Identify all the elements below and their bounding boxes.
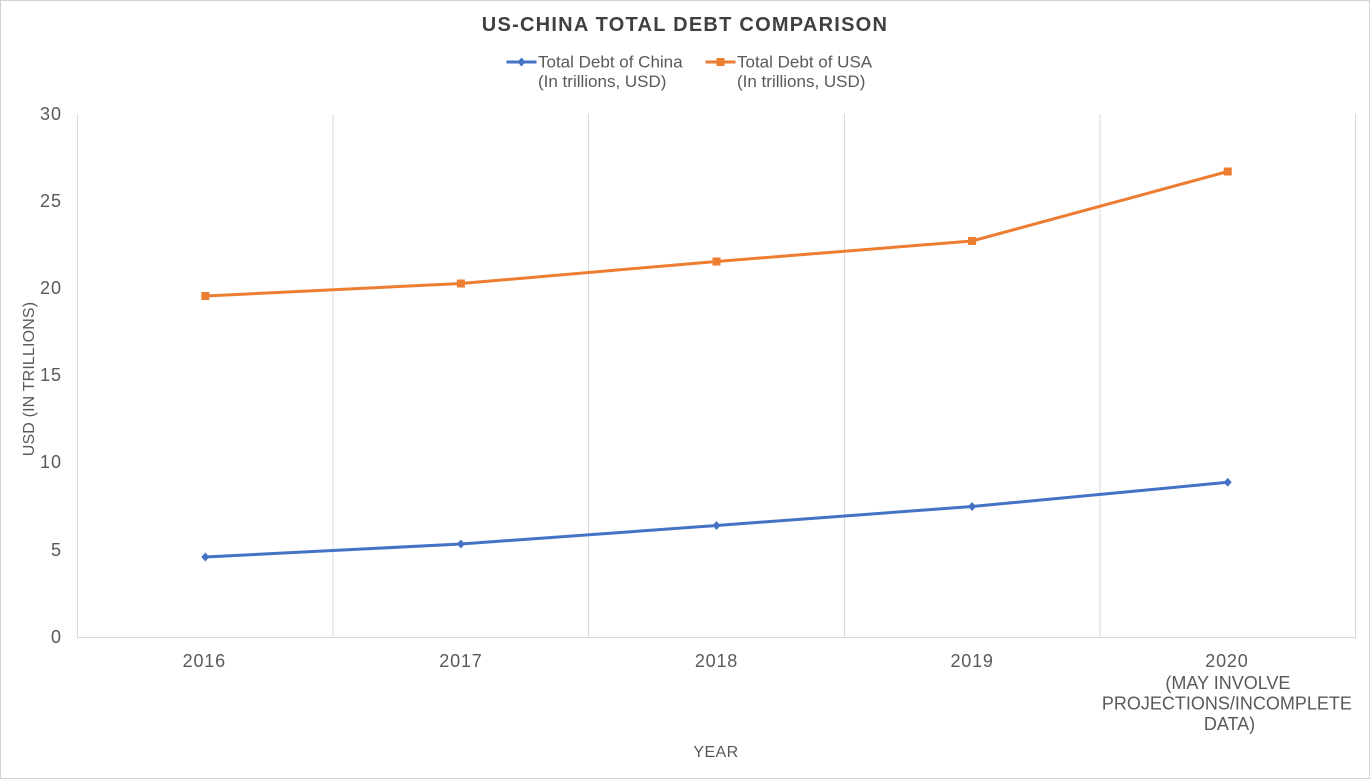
- svg-text:2020: 2020: [1205, 651, 1248, 671]
- svg-text:PROJECTIONS/INCOMPLETE: PROJECTIONS/INCOMPLETE: [1102, 694, 1352, 714]
- svg-text:YEAR: YEAR: [693, 744, 738, 761]
- svg-text:2016: 2016: [183, 651, 226, 671]
- svg-text:15: 15: [40, 365, 62, 385]
- svg-text:25: 25: [40, 191, 62, 211]
- svg-text:(MAY INVOLVE: (MAY INVOLVE: [1165, 673, 1290, 693]
- svg-text:2017: 2017: [439, 651, 482, 671]
- svg-text:Total Debt of USA: Total Debt of USA: [737, 53, 873, 72]
- svg-text:0: 0: [51, 627, 62, 647]
- svg-text:(In trillions, USD): (In trillions, USD): [737, 72, 865, 91]
- svg-text:DATA): DATA): [1204, 714, 1255, 734]
- svg-text:US-CHINA TOTAL DEBT COMPARISON: US-CHINA TOTAL DEBT COMPARISON: [482, 14, 888, 36]
- svg-text:20: 20: [40, 278, 62, 298]
- svg-text:2018: 2018: [695, 651, 738, 671]
- svg-text:2019: 2019: [950, 651, 993, 671]
- svg-text:5: 5: [51, 540, 62, 560]
- svg-text:(In trillions, USD): (In trillions, USD): [538, 72, 666, 91]
- svg-text:USD (IN TRILLIONS): USD (IN TRILLIONS): [21, 302, 38, 456]
- svg-text:Total Debt of China: Total Debt of China: [538, 53, 683, 72]
- svg-text:10: 10: [40, 452, 62, 472]
- svg-text:30: 30: [40, 104, 62, 124]
